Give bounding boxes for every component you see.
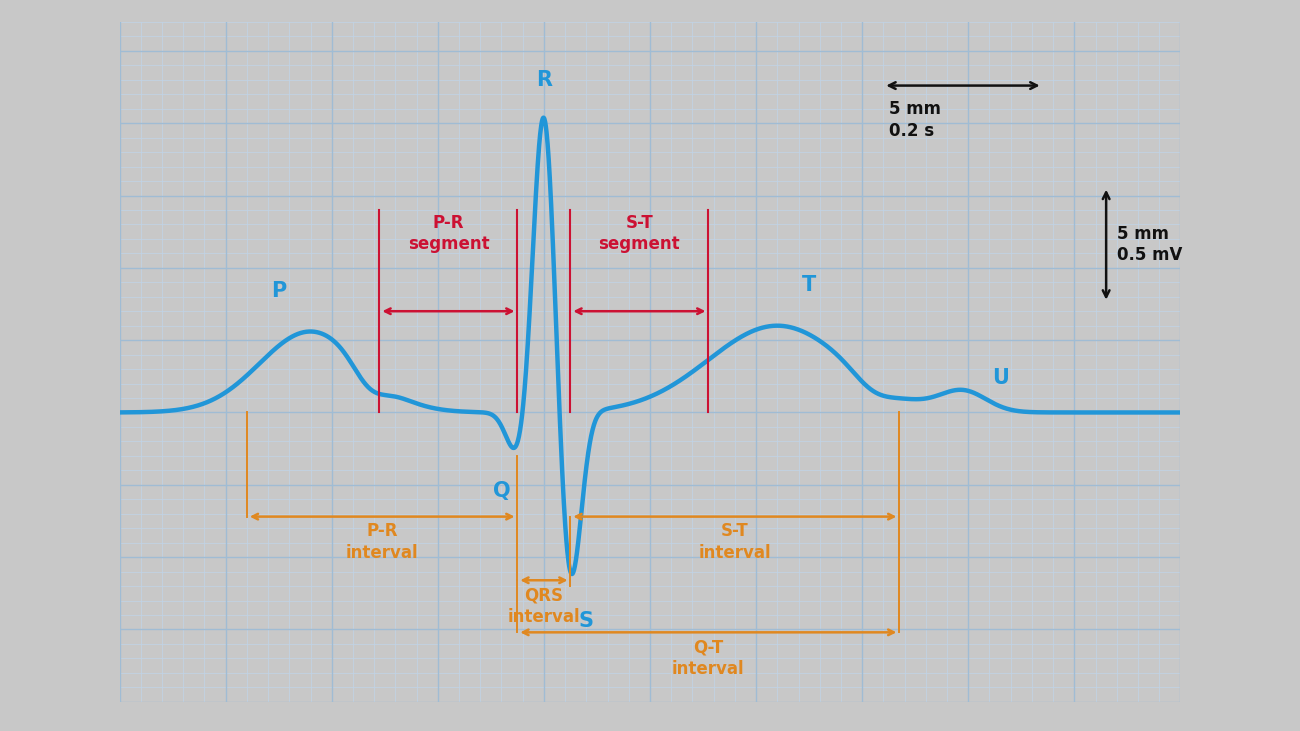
Text: QRS
interval: QRS interval: [507, 586, 580, 626]
Text: T: T: [802, 275, 816, 295]
Text: R: R: [536, 69, 552, 90]
Text: S: S: [578, 611, 594, 631]
Text: P-R
segment: P-R segment: [408, 214, 489, 254]
Text: S-T
interval: S-T interval: [698, 523, 771, 562]
Text: 5 mm
0.2 s: 5 mm 0.2 s: [889, 100, 941, 140]
Text: Q-T
interval: Q-T interval: [672, 638, 745, 678]
Text: Q: Q: [493, 480, 511, 501]
Text: P: P: [272, 281, 286, 301]
Text: 5 mm
0.5 mV: 5 mm 0.5 mV: [1117, 225, 1182, 265]
Text: U: U: [992, 368, 1009, 387]
Text: S-T
segment: S-T segment: [598, 214, 680, 254]
Text: P-R
interval: P-R interval: [346, 523, 419, 562]
